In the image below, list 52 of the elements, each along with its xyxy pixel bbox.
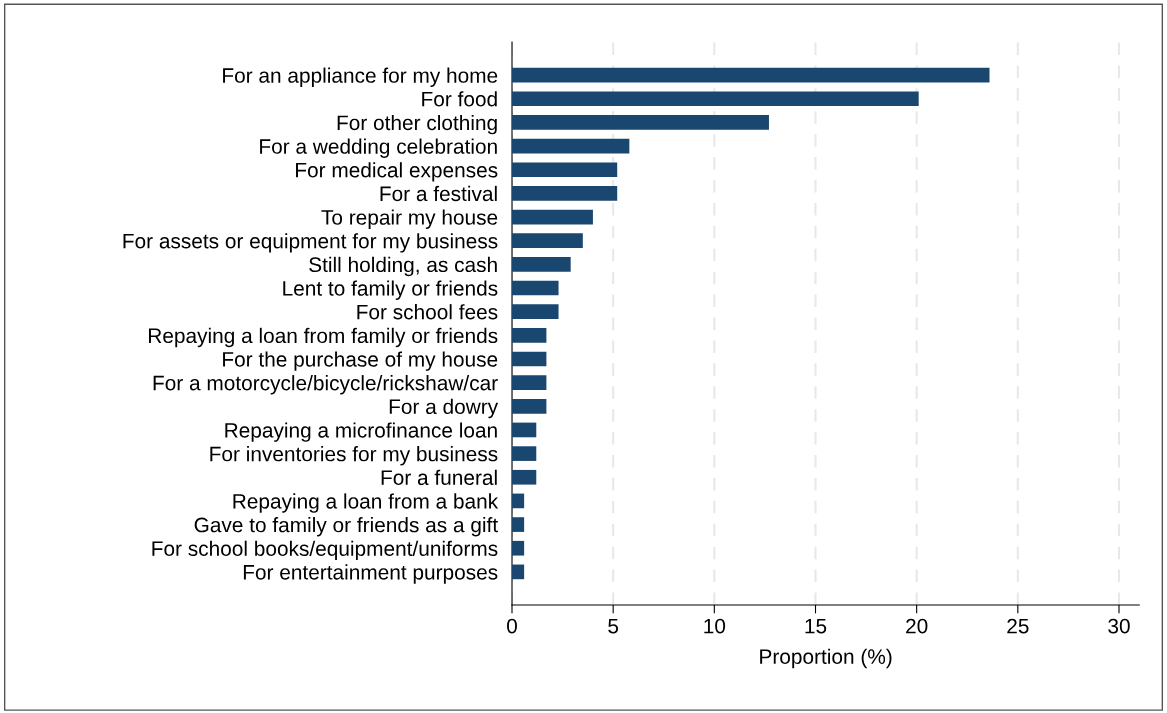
- y-tick-label: For a wedding celebration: [260, 138, 497, 158]
- y-tick-label: For food: [422, 91, 497, 107]
- x-tick-label: 25: [1007, 618, 1029, 634]
- y-tick-label: For other clothing: [337, 114, 497, 135]
- bar: [512, 304, 559, 320]
- y-tick-label: For school fees: [357, 304, 498, 320]
- y-tick-label: To repair my house: [321, 209, 498, 229]
- bar: [512, 422, 537, 438]
- y-tick-label: Lent to family or friends: [283, 280, 498, 300]
- bar: [512, 138, 630, 154]
- bar: [512, 375, 547, 390]
- y-tick-label: For assets or equipment for my business: [123, 233, 498, 253]
- bar: [512, 257, 571, 272]
- y-tick-label: For school books/equipment/uniforms: [152, 540, 498, 561]
- y-tick-label: For inventories for my business: [210, 446, 498, 466]
- y-tick-label: Gave to family or friends as a gift: [194, 517, 498, 537]
- bar: [512, 398, 547, 414]
- y-tick-label: Repaying a microfinance loan: [225, 422, 497, 442]
- bar: [512, 233, 583, 249]
- x-tick-label: 5: [608, 618, 619, 634]
- y-tick-label: For a funeral: [381, 469, 497, 486]
- bar: [512, 209, 593, 225]
- bar: [512, 446, 537, 461]
- x-tick-label: 30: [1108, 618, 1130, 634]
- y-tick-label: Still holding, as cash: [309, 256, 497, 277]
- y-tick-label: For entertainment purposes: [243, 564, 498, 584]
- bar: [512, 564, 525, 580]
- y-tick-label: For the purchase of my house: [223, 351, 498, 371]
- y-tick-label: For a festival: [380, 185, 497, 202]
- bar: [512, 91, 919, 107]
- y-tick-label: For medical expenses: [296, 162, 498, 182]
- bar: [512, 186, 618, 201]
- bar: [512, 327, 547, 343]
- y-tick-label: For a motorcycle/bicycle/rickshaw/car: [153, 375, 498, 395]
- bar: [512, 115, 769, 130]
- x-tick-label: 20: [906, 618, 928, 634]
- x-tick-label: 15: [805, 618, 827, 634]
- bar: [512, 517, 525, 532]
- bar: [512, 540, 525, 556]
- y-tick-label: Repaying a loan from a bank: [233, 493, 499, 513]
- y-tick-label: Repaying a loan from family or friends: [148, 327, 498, 348]
- x-tick-label: 0: [507, 618, 517, 634]
- bar: [512, 280, 559, 296]
- bar: [512, 67, 990, 83]
- x-tick-label: 10: [704, 618, 726, 634]
- bar: [512, 493, 525, 509]
- x-axis-title: Proportion (%): [760, 648, 892, 669]
- bar: [512, 469, 537, 485]
- y-tick-label: For a dowry: [389, 398, 499, 419]
- bar: [512, 351, 547, 367]
- bar: [512, 162, 618, 178]
- y-tick-label: For an appliance for my home: [223, 67, 498, 87]
